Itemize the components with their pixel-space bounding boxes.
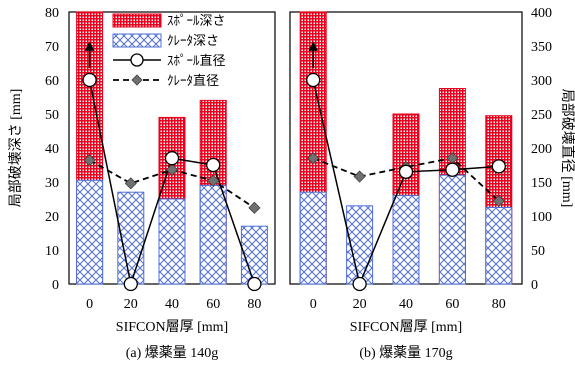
y-left-tick-label: 80 bbox=[45, 6, 59, 21]
y-right-tick-label: 300 bbox=[531, 74, 552, 89]
x-tick-label: 80 bbox=[247, 297, 261, 312]
point-spall-diameter bbox=[491, 159, 506, 174]
x-tick-label: 20 bbox=[353, 297, 367, 312]
y-right-tick-label: 50 bbox=[531, 244, 545, 259]
y-left-tick-label: 0 bbox=[52, 278, 59, 293]
y-left-tick-label: 40 bbox=[45, 142, 59, 157]
legend-swatch-crater-depth bbox=[112, 33, 162, 48]
x-tick-label: 60 bbox=[206, 297, 220, 312]
bar-crater-depth bbox=[158, 198, 186, 285]
legend-swatch-spall-depth bbox=[112, 13, 162, 28]
bar-crater-depth bbox=[199, 184, 227, 285]
x-tick-label: 60 bbox=[445, 297, 459, 312]
point-crater-diameter bbox=[353, 170, 366, 183]
panel-caption: (a) 爆薬量 140g bbox=[126, 345, 219, 361]
point-spall-diameter bbox=[164, 151, 180, 166]
point-crater-diameter bbox=[492, 194, 505, 208]
y-right-axis-title: 局部破壊直径 [mm] bbox=[559, 89, 575, 208]
bar-crater-depth bbox=[240, 225, 268, 285]
point-crater-diameter bbox=[165, 163, 179, 176]
point-spall-diameter bbox=[82, 72, 97, 88]
point-crater-diameter bbox=[83, 154, 96, 167]
line-crater-diameter bbox=[312, 157, 500, 202]
point-spall-diameter bbox=[206, 157, 221, 173]
y-right-tick-label: 400 bbox=[531, 6, 552, 21]
x-tick-label: 40 bbox=[165, 297, 179, 312]
legend-label: ｽﾎﾟｰﾙ深さ bbox=[167, 14, 226, 29]
point-spall-diameter bbox=[352, 276, 367, 292]
y-right-tick-label: 150 bbox=[531, 176, 552, 191]
y-left-tick-label: 30 bbox=[45, 176, 59, 191]
y-left-tick-label: 10 bbox=[45, 244, 59, 259]
bar-crater-depth bbox=[438, 174, 466, 285]
panel-caption: (b) 爆薬量 170g bbox=[359, 345, 452, 361]
point-spall-diameter bbox=[247, 276, 262, 292]
bar-crater-depth bbox=[299, 191, 327, 285]
y-left-tick-label: 20 bbox=[45, 210, 59, 225]
x-tick-label: 0 bbox=[86, 297, 93, 312]
point-spall-diameter bbox=[398, 164, 414, 179]
y-right-tick-label: 100 bbox=[531, 210, 552, 225]
point-crater-diameter bbox=[307, 152, 320, 165]
legend-marker-crater-diameter bbox=[131, 74, 143, 86]
x-tick-label: 20 bbox=[124, 297, 138, 312]
x-tick-label: 40 bbox=[399, 297, 413, 312]
y-left-tick-label: 70 bbox=[45, 40, 59, 55]
legend-marker-spall-diameter bbox=[130, 53, 144, 67]
legend-label: ｽﾎﾟｰﾙ直径 bbox=[167, 54, 226, 69]
y-left-tick-label: 50 bbox=[45, 108, 59, 123]
point-spall-diameter bbox=[123, 276, 138, 292]
x-axis-title: SIFCON層厚 [mm] bbox=[350, 320, 462, 335]
y-right-tick-label: 0 bbox=[531, 278, 538, 293]
legend-label: ｸﾚｰﾀ直径 bbox=[167, 74, 219, 89]
bar-crater-depth bbox=[485, 207, 513, 285]
x-tick-label: 80 bbox=[492, 297, 506, 312]
legend-label: ｸﾚｰﾀ深さ bbox=[167, 34, 219, 49]
point-spall-diameter bbox=[306, 72, 321, 88]
x-axis-title: SIFCON層厚 [mm] bbox=[116, 320, 228, 335]
y-left-tick-label: 60 bbox=[45, 74, 59, 89]
y-right-tick-label: 200 bbox=[531, 142, 552, 157]
y-right-tick-label: 350 bbox=[531, 40, 552, 55]
point-crater-diameter bbox=[207, 174, 220, 187]
y-left-axis-title: 局部破壊深さ [mm] bbox=[8, 89, 24, 208]
y-right-tick-label: 250 bbox=[531, 108, 552, 123]
point-crater-diameter bbox=[248, 201, 261, 214]
point-crater-diameter bbox=[124, 177, 137, 190]
bar-crater-depth bbox=[392, 195, 420, 285]
bar-crater-depth bbox=[76, 179, 104, 285]
x-tick-label: 0 bbox=[310, 297, 317, 312]
point-spall-diameter bbox=[445, 162, 460, 177]
